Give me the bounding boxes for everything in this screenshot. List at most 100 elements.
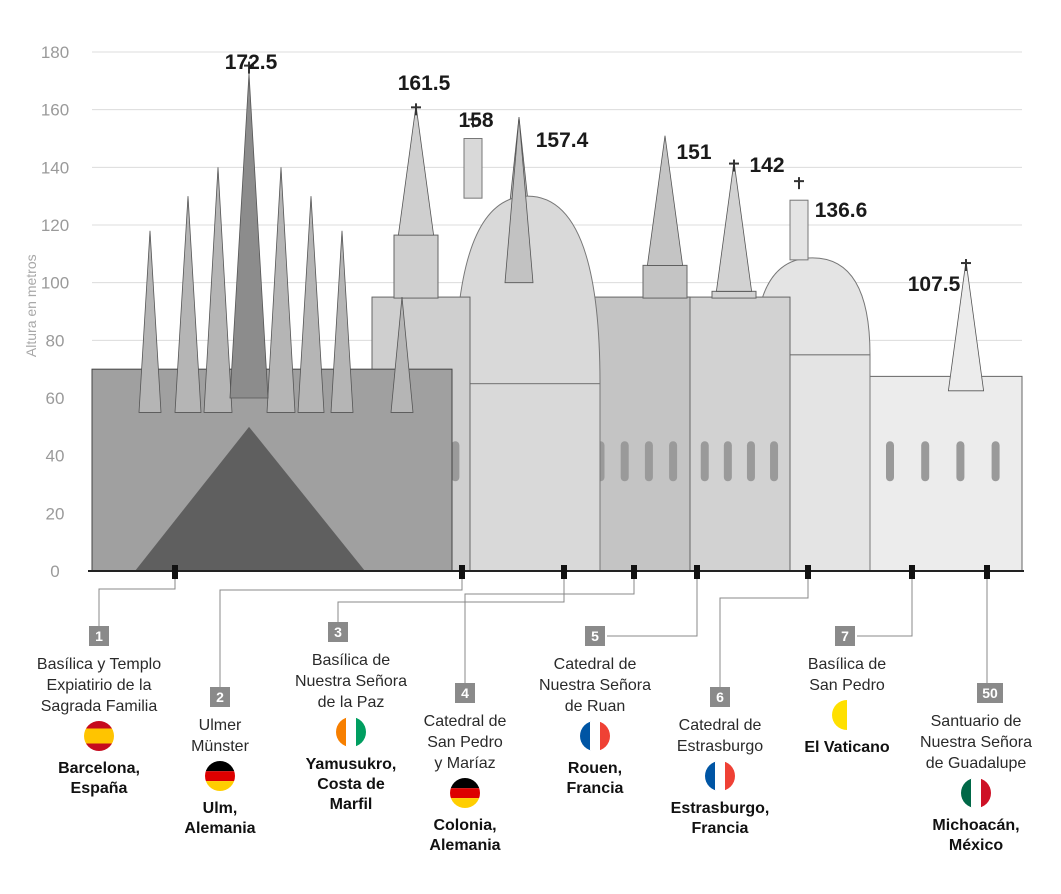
location-line: Ulm, bbox=[203, 800, 238, 817]
flag-stripe bbox=[346, 717, 357, 747]
building-name-line: Nuestra Señora bbox=[920, 734, 1032, 751]
baseline-marker bbox=[631, 565, 637, 579]
rank-badge-text: 7 bbox=[841, 628, 849, 644]
flag-stripe bbox=[590, 721, 601, 751]
flag-stripe bbox=[600, 721, 610, 751]
building-silhouettes bbox=[91, 61, 1023, 572]
flag-stripe bbox=[450, 788, 480, 799]
y-tick-label: 60 bbox=[46, 389, 65, 408]
location-line: Colonia, bbox=[433, 817, 496, 834]
y-tick-label: 120 bbox=[41, 216, 69, 235]
rank-badge-text: 2 bbox=[216, 689, 224, 705]
location-line: El Vaticano bbox=[804, 739, 890, 756]
spire bbox=[390, 297, 414, 413]
tower bbox=[642, 264, 688, 299]
info-block-3: 3 Basílica de Nuestra Señora de la Paz Yamus… bbox=[295, 622, 407, 813]
leader-line bbox=[857, 579, 913, 637]
building-body bbox=[684, 296, 791, 572]
building-6 bbox=[684, 159, 791, 572]
spire bbox=[715, 161, 753, 292]
location-line: Michoacán, bbox=[932, 817, 1019, 834]
info-block-5: 5 Catedral de Nuestra Señora de Ruan Rouen, F… bbox=[539, 626, 651, 797]
leader-line bbox=[98, 579, 176, 626]
height-label: 157.4 bbox=[536, 129, 589, 152]
flag-stripe bbox=[450, 798, 480, 808]
info-block-2: 2 Ulmer Münster Ulm, Alemania bbox=[184, 687, 256, 837]
rank-badge bbox=[210, 687, 230, 707]
spire bbox=[947, 260, 985, 392]
lantern bbox=[789, 199, 809, 261]
building-name-line: de Ruan bbox=[565, 698, 626, 715]
flag-stripe bbox=[715, 761, 726, 791]
location-line: Francia bbox=[567, 780, 624, 797]
location-line: España bbox=[71, 780, 128, 797]
y-tick-label: 0 bbox=[50, 562, 59, 581]
flag-france-icon bbox=[580, 721, 610, 751]
building-name-line: San Pedro bbox=[427, 734, 503, 751]
building-info-blocks: 1 Basílica y Templo Expiatirio de la Sagrad… bbox=[37, 622, 1032, 854]
flag-germany-icon bbox=[205, 761, 235, 791]
y-axis-ticks: 0 20 40 60 80 100 120 140 160 180 bbox=[41, 43, 69, 581]
flag-stripe bbox=[847, 700, 862, 730]
spire bbox=[330, 230, 354, 413]
rank-badge-text: 5 bbox=[591, 628, 599, 644]
window bbox=[770, 441, 779, 482]
dome bbox=[454, 195, 601, 385]
building-name-line: Basílica de bbox=[312, 652, 390, 669]
flag-stripe bbox=[580, 721, 591, 751]
y-tick-label: 80 bbox=[46, 331, 65, 350]
rank-badge bbox=[835, 626, 855, 646]
y-tick-label: 100 bbox=[41, 274, 69, 293]
building-name-line: Catedral de bbox=[424, 713, 507, 730]
lantern bbox=[463, 138, 483, 199]
rank-badge-text: 6 bbox=[716, 689, 724, 705]
baseline-marker bbox=[694, 565, 700, 579]
window bbox=[746, 441, 755, 482]
building-name-line: Basílica y Templo bbox=[37, 656, 161, 673]
window bbox=[886, 441, 894, 482]
building-body bbox=[454, 383, 601, 572]
rank-badge bbox=[89, 626, 109, 646]
building-1 bbox=[91, 61, 453, 572]
flag-stripe bbox=[832, 700, 847, 730]
location-line: México bbox=[949, 837, 1003, 854]
flag-spain-icon bbox=[84, 721, 114, 751]
building-name-line: de Guadalupe bbox=[926, 755, 1027, 772]
leader-lines bbox=[98, 565, 990, 687]
building-name-line: Basílica de bbox=[808, 656, 886, 673]
location-line: Yamusukro, bbox=[306, 756, 397, 773]
building-name-line: Ulmer bbox=[199, 717, 242, 734]
baseline-marker bbox=[561, 565, 567, 579]
flag-stripe bbox=[981, 778, 991, 808]
spire bbox=[266, 167, 296, 413]
y-tick-label: 140 bbox=[41, 158, 69, 177]
leader-line bbox=[719, 579, 809, 687]
flag-stripe bbox=[971, 778, 982, 808]
building-name-line: Catedral de bbox=[554, 656, 637, 673]
location-line: Costa de bbox=[317, 776, 385, 793]
flag-ivory-coast-icon bbox=[336, 717, 366, 747]
window bbox=[644, 441, 653, 482]
window bbox=[723, 441, 732, 482]
flag-mexico-icon bbox=[961, 778, 991, 808]
baseline-marker bbox=[459, 565, 465, 579]
spire bbox=[646, 135, 684, 266]
info-block-6: 6 Catedral de Estrasburgo Estrasburgo, Franc… bbox=[671, 687, 769, 837]
flag-stripe bbox=[356, 717, 366, 747]
y-tick-label: 40 bbox=[46, 447, 65, 466]
building-name-line: Santuario de bbox=[931, 713, 1022, 730]
building-name-line: Expiatirio de la bbox=[47, 677, 152, 694]
rank-badge-text: 3 bbox=[334, 624, 342, 640]
height-value-labels: 172.5 161.5 158 157.4 151 142 136.6 107.5 bbox=[225, 51, 961, 296]
rank-badge bbox=[455, 683, 475, 703]
y-tick-label: 180 bbox=[41, 43, 69, 62]
baseline-marker bbox=[172, 565, 178, 579]
spire bbox=[174, 196, 202, 413]
flag-stripe bbox=[450, 778, 480, 789]
height-label: 107.5 bbox=[908, 273, 961, 296]
height-label: 151 bbox=[676, 141, 711, 164]
window bbox=[451, 441, 460, 482]
flag-stripe bbox=[84, 721, 114, 729]
